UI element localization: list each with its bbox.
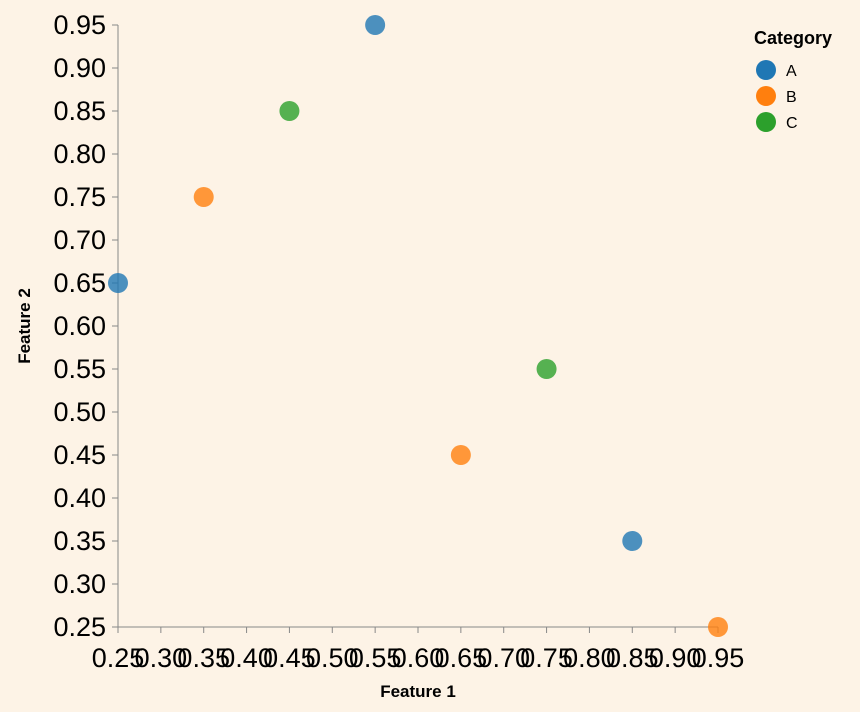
scatter-point-a bbox=[108, 273, 128, 293]
legend-label-b: B bbox=[786, 89, 797, 106]
y-tick-label: 0.65 bbox=[53, 268, 106, 298]
x-tick-label: 0.25 bbox=[92, 643, 145, 673]
x-tick-label: 0.95 bbox=[692, 643, 745, 673]
scatter-point-b bbox=[708, 617, 728, 637]
x-tick-label: 0.35 bbox=[177, 643, 230, 673]
x-tick-label: 0.70 bbox=[477, 643, 530, 673]
x-tick-label: 0.85 bbox=[606, 643, 659, 673]
legend-swatch-a bbox=[756, 60, 776, 80]
x-tick-label: 0.40 bbox=[220, 643, 273, 673]
x-axis-title: Feature 1 bbox=[380, 682, 456, 701]
y-tick-label: 0.70 bbox=[53, 225, 106, 255]
y-tick-label: 0.50 bbox=[53, 397, 106, 427]
y-tick-label: 0.30 bbox=[53, 569, 106, 599]
legend-label-a: A bbox=[786, 63, 797, 80]
x-tick-label: 0.75 bbox=[520, 643, 573, 673]
scatter-point-b bbox=[193, 187, 214, 207]
x-tick-label: 0.50 bbox=[306, 643, 359, 673]
legend: Category ABC bbox=[754, 28, 832, 132]
legend-label-c: C bbox=[786, 115, 798, 132]
y-tick-label: 0.95 bbox=[53, 10, 106, 40]
y-tick-label: 0.55 bbox=[53, 354, 106, 384]
x-tick-label: 0.60 bbox=[392, 643, 445, 673]
x-tick-label: 0.55 bbox=[349, 643, 402, 673]
x-tick-label: 0.45 bbox=[263, 643, 316, 673]
x-tick-label: 0.90 bbox=[649, 643, 702, 673]
y-tick-label: 0.60 bbox=[53, 311, 106, 341]
x-tick-label: 0.30 bbox=[135, 643, 188, 673]
scatter-point-c bbox=[536, 359, 557, 379]
legend-swatch-c bbox=[756, 112, 776, 132]
y-axis-title: Feature 2 bbox=[15, 288, 34, 364]
y-tick-label: 0.25 bbox=[53, 612, 106, 642]
scatter-point-c bbox=[279, 101, 300, 121]
x-tick-label: 0.65 bbox=[435, 643, 488, 673]
data-points bbox=[108, 15, 728, 637]
y-tick-label: 0.80 bbox=[53, 139, 106, 169]
y-tick-label: 0.85 bbox=[53, 96, 106, 126]
scatter-point-b bbox=[450, 445, 471, 465]
scatter-point-a bbox=[622, 531, 643, 551]
y-tick-label: 0.40 bbox=[53, 483, 106, 513]
y-tick-label: 0.35 bbox=[53, 526, 106, 556]
y-tick-label: 0.45 bbox=[53, 440, 106, 470]
x-tick-label: 0.80 bbox=[563, 643, 616, 673]
y-tick-label: 0.75 bbox=[53, 182, 106, 212]
legend-swatch-b bbox=[756, 86, 776, 106]
scatter-point-a bbox=[365, 15, 386, 35]
legend-title: Category bbox=[754, 28, 832, 48]
axes: 0.250.300.350.400.450.500.550.600.650.70… bbox=[53, 10, 744, 673]
y-tick-label: 0.90 bbox=[53, 53, 106, 83]
